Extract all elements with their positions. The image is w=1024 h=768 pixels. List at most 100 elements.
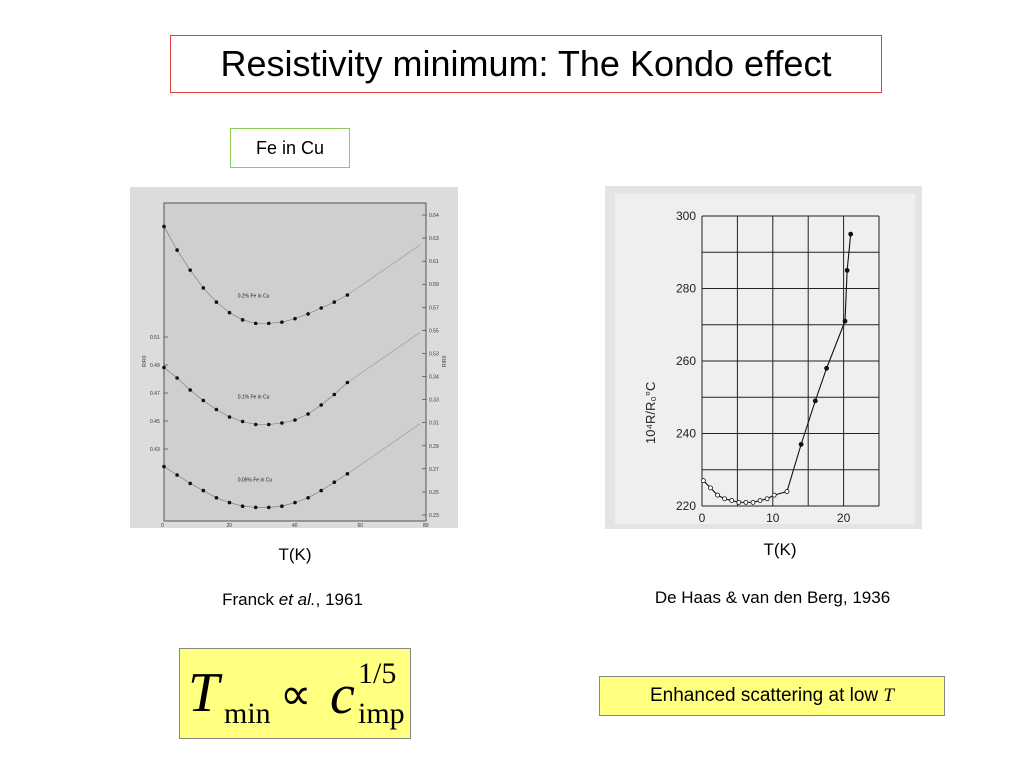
left-citation-etal: et al.: [278, 590, 316, 609]
right-data-point: [764, 496, 770, 502]
left-series-extension-1: [347, 244, 421, 296]
right-data-point: [743, 499, 749, 505]
right-axis-tick-label: 0.33: [429, 398, 439, 404]
left-y-axis-label-right: R/R0: [442, 355, 448, 367]
left-chart-svg: 0.51 0.49 0.47 0.45 0.43 0.64 0.63 0.61 0.59 0.5…: [142, 202, 448, 529]
sample-label: Fe in Cu: [230, 128, 350, 168]
left-data-point: [306, 412, 310, 416]
note-variable: T: [883, 685, 894, 706]
left-data-point: [175, 248, 179, 252]
left-data-point: [293, 500, 297, 505]
left-data-point: [175, 473, 179, 477]
right-axis-tick-label: 0.63: [429, 236, 439, 242]
right-data-point: [750, 499, 756, 505]
right-axis-tick-label: 0.57: [429, 305, 439, 311]
left-data-point: [267, 422, 271, 427]
right-data-point: [729, 498, 735, 503]
left-data-point: [332, 480, 337, 485]
right-data-point: [798, 441, 804, 447]
formula-min: min: [224, 697, 271, 730]
left-series-label-2: 0.1% Fe in Cu: [238, 395, 270, 401]
left-data-point: [306, 496, 310, 500]
left-data-point: [319, 403, 323, 407]
x-axis-tick-label: 20: [837, 511, 851, 525]
left-data-point: [240, 504, 245, 509]
right-data-point: [771, 492, 777, 498]
left-data-point: [267, 505, 271, 510]
right-axis-tick-label: 0.31: [429, 421, 439, 427]
left-data-point: [306, 312, 310, 316]
right-axis-tick-label: 0.61: [429, 259, 439, 265]
left-axis-tick-label: 0.47: [150, 391, 160, 397]
left-series-label-1: 0.2% Fe in Cu: [238, 293, 270, 299]
left-data-point: [293, 418, 297, 422]
right-data-point: [757, 498, 763, 503]
y-axis-tick-label: 220: [676, 499, 696, 513]
left-data-point: [188, 268, 192, 272]
left-data-point: [201, 488, 206, 493]
y-axis-tick-label: 260: [676, 354, 696, 368]
right-axis-tick-label: 0.34: [429, 375, 439, 381]
right-axis-tick-label: 0.29: [429, 444, 439, 450]
left-data-point: [332, 300, 337, 304]
left-data-point: [214, 496, 219, 500]
left-data-point: [267, 321, 271, 326]
left-data-point: [280, 320, 284, 324]
formula-box: T min ∝ c 1/5 imp: [179, 648, 411, 739]
left-axis-tick-label: 0.49: [150, 363, 160, 369]
left-data-point: [240, 419, 245, 424]
right-citation: De Haas & van den Berg, 1936: [654, 588, 891, 607]
left-series-label-3: 0.05% Fe in Cu: [238, 477, 273, 483]
right-data-point: [708, 485, 713, 491]
right-data-point: [848, 231, 854, 237]
left-x-axis-label: T(K): [278, 545, 312, 564]
slide-title: Resistivity minimum: The Kondo effect: [170, 35, 882, 93]
right-axis-tick-label: 0.23: [429, 513, 439, 519]
x-axis-tick-label: 10: [766, 511, 780, 525]
formula-proportional: ∝: [280, 670, 312, 719]
right-axis-tick-label: 0.59: [429, 282, 439, 288]
y-axis-tick-label: 280: [676, 282, 696, 296]
right-chart-svg: 220 240 260 280 300 0 10 20 10⁴R/R₀°C: [615, 194, 915, 525]
y-axis-tick-label: 240: [676, 427, 696, 441]
y-axis-tick-label: 300: [676, 209, 696, 223]
left-data-point: [240, 318, 245, 322]
x-axis-tick-label: 40: [292, 523, 298, 528]
right-data-point: [722, 496, 728, 502]
formula-exponent: 1/5: [358, 657, 397, 690]
left-chart-panel: 0.51 0.49 0.47 0.45 0.43 0.64 0.63 0.61 0.59 0.5…: [130, 187, 458, 529]
left-data-point: [162, 464, 166, 469]
left-data-point: [214, 407, 219, 412]
right-axis-tick-label: 0.27: [429, 467, 439, 473]
left-data-point: [188, 481, 192, 486]
left-y-axis-label: R/R0: [142, 355, 148, 367]
left-data-point: [201, 398, 206, 403]
left-data-point: [162, 365, 166, 370]
right-y-axis-label: 10⁴R/R₀°C: [643, 382, 658, 444]
left-data-point: [253, 321, 258, 326]
x-axis-tick-label: 20: [227, 523, 233, 528]
right-x-axis-label: T(K): [763, 540, 797, 559]
right-data-point: [715, 492, 720, 498]
left-data-point: [345, 293, 350, 297]
left-data-point: [345, 380, 350, 385]
right-axis-tick-label: 0.64: [429, 213, 439, 219]
x-axis-tick-label: 60: [358, 523, 364, 528]
x-axis-tick-label: 0: [161, 523, 164, 528]
left-data-point: [293, 316, 297, 321]
left-axis-tick-label: 0.43: [150, 447, 160, 453]
right-data-point: [842, 318, 848, 324]
left-data-point: [280, 421, 284, 425]
right-data-point: [701, 478, 706, 484]
x-axis-tick-label: 0: [699, 511, 706, 525]
note-box: Enhanced scattering at low T: [599, 676, 945, 716]
right-data-point: [812, 398, 818, 404]
right-axis-tick-label: 0.25: [429, 490, 439, 496]
left-data-point: [253, 422, 258, 427]
left-series-extension-2: [347, 332, 421, 383]
left-data-point: [227, 500, 232, 505]
left-axis-tick-label: 0.45: [150, 419, 160, 425]
left-series-extension-3: [347, 423, 421, 475]
right-chart-panel: 220 240 260 280 300 0 10 20 10⁴R/R₀°C: [605, 186, 922, 529]
left-data-point: [280, 504, 284, 509]
